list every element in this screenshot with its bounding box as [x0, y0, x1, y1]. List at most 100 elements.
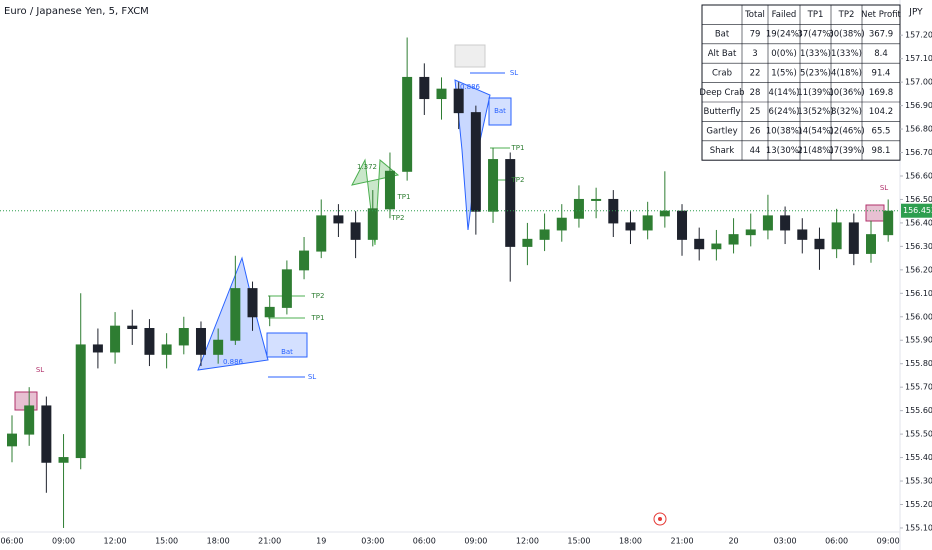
candle-body [762, 215, 773, 231]
pattern-annotation: TP1 [397, 193, 411, 201]
pattern-annotation: TP2 [511, 176, 525, 184]
y-tick-label: 157.000 [905, 78, 932, 87]
table-cell: 8.4 [874, 49, 888, 59]
x-tick-label: 20 [728, 537, 738, 546]
pattern-annotation: SL [510, 69, 518, 77]
pattern-box [488, 97, 512, 126]
candle-body [247, 288, 258, 318]
table-cell: 1(33%) [831, 49, 862, 59]
pattern-annotation: TP2 [391, 214, 405, 222]
y-tick-label: 155.500 [905, 430, 932, 439]
table-cell: 4(18%) [831, 68, 862, 78]
table-cell: 104.2 [869, 107, 893, 117]
x-tick-label: 06:00 [0, 537, 23, 546]
table-cell: 169.8 [869, 88, 893, 98]
y-tick-label: 156.300 [905, 242, 932, 251]
candle-body [144, 328, 155, 355]
candle-body [75, 344, 86, 459]
table-cell: 12(46%) [828, 127, 864, 137]
table-cell: 44 [750, 146, 761, 156]
y-tick-label: 156.600 [905, 171, 932, 180]
table-cell: Bat [715, 30, 730, 40]
candle-body [677, 210, 688, 240]
table-cell: 21(48%) [797, 146, 833, 156]
table-cell: 30(38%) [828, 30, 864, 40]
candle-body [831, 222, 842, 250]
last-price-box [901, 203, 932, 218]
candle-body [195, 328, 206, 355]
x-tick-label: 12:00 [104, 537, 127, 546]
y-tick-label: 155.200 [905, 500, 932, 509]
candle-body [659, 210, 670, 217]
y-tick-label: 156.900 [905, 101, 932, 110]
candle-body [453, 88, 464, 114]
table-cell: 13(52%) [797, 107, 833, 117]
candle-body [625, 222, 636, 231]
candle-body [745, 229, 756, 236]
candle-body [419, 76, 430, 100]
table-cell: Deep Crab [699, 88, 744, 98]
candle-body [299, 250, 310, 271]
candle-body [264, 306, 275, 318]
table-cell: 22 [750, 68, 761, 78]
candle-body [7, 433, 17, 447]
candle-body [797, 229, 808, 240]
candle-body [728, 234, 739, 245]
candle-body [384, 170, 395, 210]
pattern-annotation: 0.886 [223, 358, 244, 366]
y-tick-label: 155.400 [905, 453, 932, 462]
y-tick-label: 155.600 [905, 406, 932, 415]
candle-body [281, 269, 292, 308]
candle-body [608, 198, 619, 224]
x-tick-label: 03:00 [774, 537, 797, 546]
table-cell: 14(54%) [797, 127, 833, 137]
pattern-annotation: TP1 [511, 144, 525, 152]
table-cell: 13(30%) [766, 146, 802, 156]
table-cell: Shark [710, 146, 734, 156]
x-tick-label: 15:00 [567, 537, 590, 546]
y-tick-label: 155.700 [905, 383, 932, 392]
y-tick-label: 157.100 [905, 54, 932, 63]
table-cell: 3 [752, 49, 757, 59]
candle-body [110, 325, 121, 353]
candle-body [127, 325, 138, 330]
table-cell: 91.4 [872, 68, 891, 78]
x-tick-label: 09:00 [877, 537, 900, 546]
candles [7, 37, 894, 528]
y-tick-label: 156.200 [905, 265, 932, 274]
candle-body [333, 215, 344, 224]
x-tick-label: 03:00 [361, 537, 384, 546]
table-cell: 79 [750, 30, 761, 40]
candle-body [58, 457, 69, 463]
table-cell: 1(5%) [771, 68, 797, 78]
candle-body [848, 222, 859, 254]
candle-body [556, 217, 567, 231]
pattern-box [865, 204, 885, 222]
x-tick-label: 06:00 [413, 537, 436, 546]
candle-body [350, 222, 361, 240]
table-cell: 98.1 [872, 146, 891, 156]
table-cell: 0(0%) [771, 49, 797, 59]
candle-body [642, 215, 653, 231]
table-cell: 10(38%) [766, 127, 802, 137]
candle-body [470, 112, 481, 212]
candle-body [316, 215, 327, 252]
candle-body [213, 339, 224, 355]
candle-body [24, 405, 35, 435]
y-tick-label: 156.100 [905, 289, 932, 298]
table-cell: 28 [750, 88, 761, 98]
pattern-annotation: TP2 [311, 292, 325, 300]
table-cell: 5(23%) [800, 68, 831, 78]
x-tick-label: 18:00 [619, 537, 642, 546]
chart-title: Euro / Japanese Yen, 5, FXCM [4, 6, 149, 17]
candle-body [866, 234, 876, 254]
x-tick-label: 21:00 [258, 537, 281, 546]
x-tick-label: 09:00 [52, 537, 75, 546]
candle-body [402, 76, 413, 172]
table-header-cell: Total [744, 10, 765, 20]
candle-body [161, 344, 172, 355]
table-header-cell: Net Profit [861, 10, 901, 20]
pattern-annotation: SL [308, 373, 316, 381]
pattern-annotation: 0.886 [460, 83, 481, 91]
